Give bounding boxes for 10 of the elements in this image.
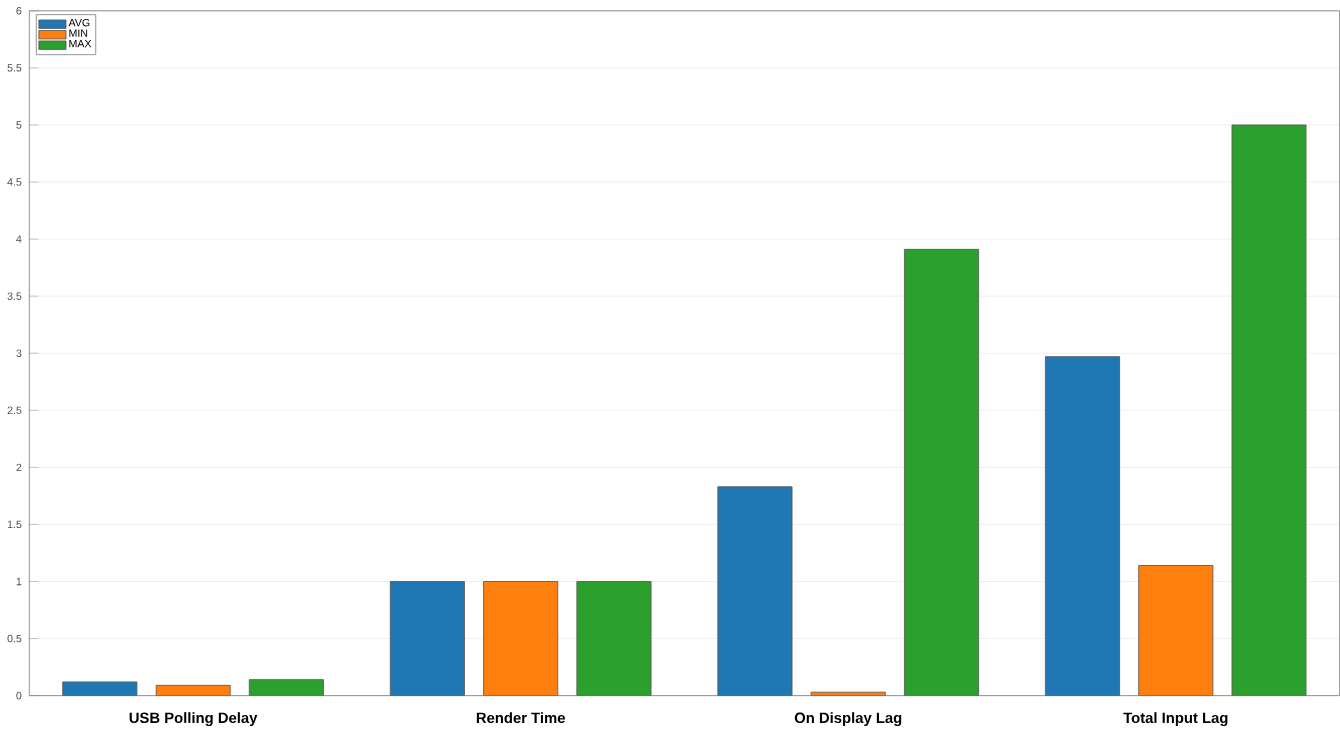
bar [62, 681, 138, 697]
bar [1044, 356, 1121, 697]
bar [1231, 124, 1307, 697]
bar [717, 486, 793, 697]
bar [249, 680, 324, 697]
bar [903, 249, 980, 697]
bar [576, 581, 652, 697]
bar [483, 581, 559, 697]
bar [1138, 565, 1214, 697]
bar [389, 581, 465, 697]
